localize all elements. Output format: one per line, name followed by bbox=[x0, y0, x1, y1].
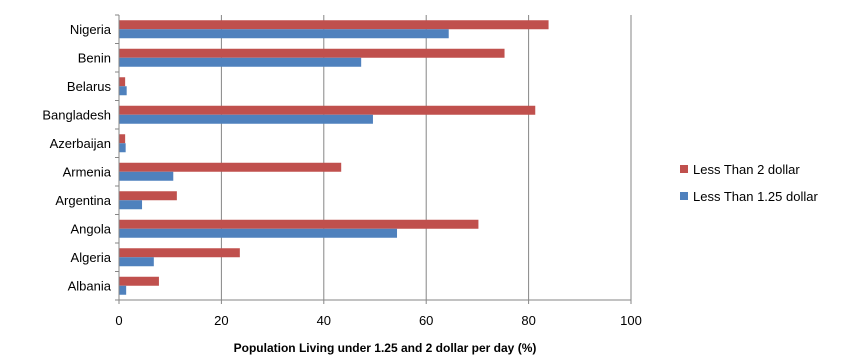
bar-angola-less-than-1-25-dollar bbox=[119, 228, 398, 238]
bar-azerbaijan-less-than-2-dollar bbox=[119, 134, 126, 144]
x-tick-label: 0 bbox=[115, 313, 122, 328]
bar-belarus-less-than-1-25-dollar bbox=[119, 86, 127, 96]
bar-bangladesh-less-than-2-dollar bbox=[119, 105, 536, 115]
x-tick-labels: 0 20 40 60 80 100 bbox=[115, 313, 641, 328]
x-axis-title: Population Living under 1.25 and 2 dolla… bbox=[234, 341, 537, 355]
bar-benin-less-than-2-dollar bbox=[119, 48, 505, 58]
category-label: Algeria bbox=[71, 250, 112, 265]
bar-nigeria-less-than-1-25-dollar bbox=[119, 29, 449, 39]
bar-algeria-less-than-1-25-dollar bbox=[119, 257, 154, 267]
bar-argentina-less-than-1-25-dollar bbox=[119, 200, 143, 210]
legend-swatch bbox=[680, 165, 688, 173]
bar-algeria-less-than-2-dollar bbox=[119, 248, 240, 258]
category-label: Belarus bbox=[67, 79, 112, 94]
category-label: Nigeria bbox=[70, 22, 112, 37]
bar-belarus-less-than-2-dollar bbox=[119, 77, 126, 87]
x-tick-label: 80 bbox=[521, 313, 535, 328]
category-label: Angola bbox=[71, 221, 112, 236]
bars bbox=[119, 20, 549, 295]
category-label: Azerbaijan bbox=[50, 136, 111, 151]
category-label: Bangladesh bbox=[42, 107, 111, 122]
bar-armenia-less-than-1-25-dollar bbox=[119, 171, 174, 181]
bar-bangladesh-less-than-1-25-dollar bbox=[119, 114, 373, 124]
bar-argentina-less-than-2-dollar bbox=[119, 191, 177, 201]
x-tick-label: 60 bbox=[419, 313, 433, 328]
category-label: Benin bbox=[78, 50, 111, 65]
bar-albania-less-than-2-dollar bbox=[119, 276, 159, 286]
bar-nigeria-less-than-2-dollar bbox=[119, 20, 549, 30]
legend-swatch bbox=[680, 192, 688, 200]
bar-benin-less-than-1-25-dollar bbox=[119, 57, 362, 67]
bar-angola-less-than-2-dollar bbox=[119, 219, 479, 229]
bar-albania-less-than-1-25-dollar bbox=[119, 285, 127, 295]
x-tick-label: 100 bbox=[620, 313, 642, 328]
legend: Less Than 2 dollar Less Than 1.25 dollar bbox=[680, 162, 818, 204]
legend-label: Less Than 1.25 dollar bbox=[693, 189, 818, 204]
category-label: Argentina bbox=[55, 193, 111, 208]
axes bbox=[115, 14, 632, 304]
x-tick-label: 40 bbox=[317, 313, 331, 328]
bar-armenia-less-than-2-dollar bbox=[119, 162, 342, 172]
category-label: Albania bbox=[68, 278, 112, 293]
legend-label: Less Than 2 dollar bbox=[693, 162, 800, 177]
x-tick-label: 20 bbox=[214, 313, 228, 328]
bar-azerbaijan-less-than-1-25-dollar bbox=[119, 143, 126, 153]
category-labels: Nigeria Benin Belarus Bangladesh Azerbaijan A… bbox=[42, 22, 111, 294]
category-label: Armenia bbox=[63, 164, 112, 179]
